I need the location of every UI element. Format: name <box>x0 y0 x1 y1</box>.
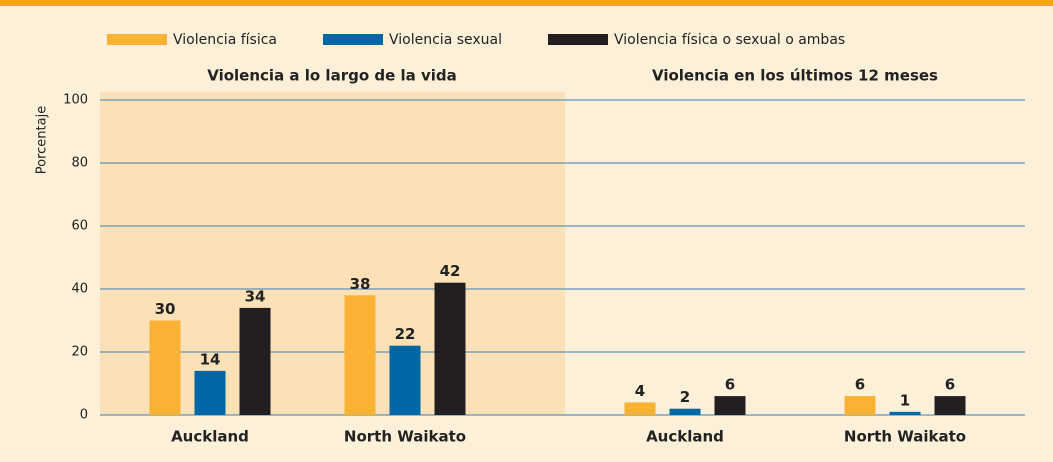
value-label: 30 <box>155 300 176 318</box>
value-label: 42 <box>440 262 461 280</box>
panel-title: Violencia a lo largo de la vida <box>207 67 457 85</box>
value-label: 14 <box>200 350 221 368</box>
value-label: 6 <box>855 376 865 394</box>
bar <box>344 295 376 415</box>
value-label: 6 <box>945 376 955 394</box>
y-tick-label: 20 <box>71 345 88 360</box>
bar <box>889 411 921 415</box>
value-label: 2 <box>680 388 690 406</box>
x-tick-label: Auckland <box>646 428 724 446</box>
value-label: 38 <box>350 275 371 293</box>
legend-label: Violencia física o sexual o ambas <box>614 32 845 48</box>
bar <box>624 402 656 415</box>
bar <box>669 408 701 415</box>
bar <box>194 370 226 415</box>
x-tick-label: North Waikato <box>344 428 466 446</box>
y-tick-label: 60 <box>71 219 88 234</box>
top-stripe <box>0 0 1053 6</box>
value-label: 1 <box>900 391 910 409</box>
bar <box>434 282 466 415</box>
legend-label: Violencia física <box>173 32 277 48</box>
y-tick-label: 100 <box>63 93 88 108</box>
y-tick-label: 40 <box>71 282 88 297</box>
y-axis-label: Porcentaje <box>35 106 50 174</box>
value-label: 4 <box>635 382 645 400</box>
value-label: 34 <box>245 287 266 305</box>
x-tick-label: North Waikato <box>844 428 966 446</box>
legend-swatch <box>323 34 383 45</box>
legend-swatch <box>107 34 167 45</box>
panel-title: Violencia en los últimos 12 meses <box>652 67 938 85</box>
y-tick-label: 0 <box>80 408 88 423</box>
bar <box>934 396 966 415</box>
x-tick-label: Auckland <box>171 428 249 446</box>
legend-label: Violencia sexual <box>389 32 502 48</box>
bar <box>149 320 181 415</box>
legend-swatch <box>548 34 608 45</box>
bar <box>844 396 876 415</box>
value-label: 22 <box>395 325 416 343</box>
bar <box>239 307 271 415</box>
y-tick-label: 80 <box>71 156 88 171</box>
bar <box>389 345 421 415</box>
value-label: 6 <box>725 376 735 394</box>
bar <box>714 396 746 415</box>
